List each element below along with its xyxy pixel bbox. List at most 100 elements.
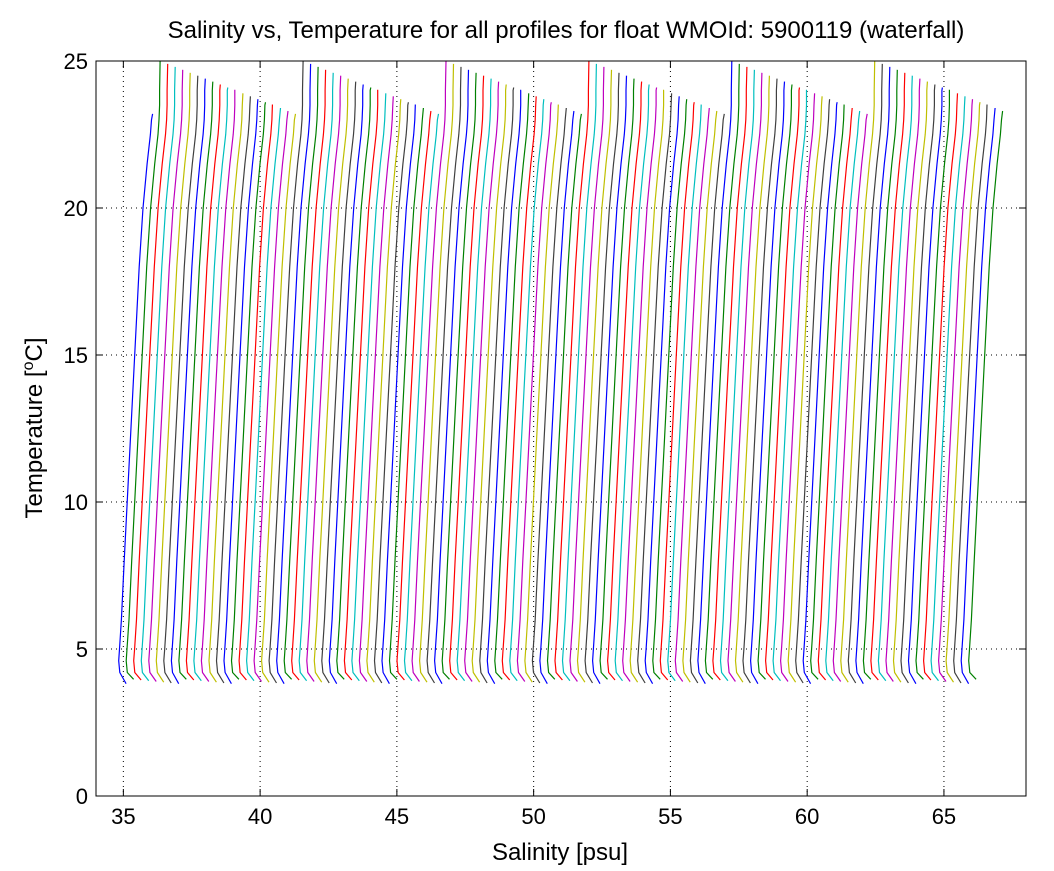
profile-line (464, 81, 500, 682)
profile-line (403, 113, 440, 682)
profile-line (953, 104, 988, 684)
y-tick-label: 10 (64, 490, 88, 515)
profile-line (667, 104, 702, 682)
profile-line (606, 81, 643, 681)
profile-line (313, 78, 349, 683)
profile-line (576, 69, 613, 683)
profile-line (125, 61, 161, 680)
profile-line (591, 75, 628, 684)
profile-line (426, 66, 462, 684)
profile-line (787, 96, 823, 683)
profile-line (223, 99, 259, 684)
profile-line (712, 66, 748, 681)
plot-frame (95, 60, 1027, 797)
y-tick-label: 25 (64, 49, 88, 74)
profile-line (200, 89, 236, 682)
y-tick-label: 15 (64, 343, 88, 368)
profile-line (674, 107, 710, 682)
profile-line (155, 72, 191, 683)
x-tick-label: 55 (658, 804, 682, 829)
y-tick-label: 0 (76, 784, 88, 809)
profile-line (321, 81, 357, 684)
profile-line (358, 96, 394, 682)
profile-line (885, 78, 921, 682)
profile-line (772, 89, 808, 682)
profile-line (960, 107, 996, 684)
profile-line (531, 107, 567, 684)
profile-line (622, 87, 658, 682)
profile-line (554, 61, 590, 681)
profile-line (208, 93, 244, 683)
profile-line (494, 93, 530, 680)
grid-lines (96, 60, 1026, 797)
profile-line (133, 63, 169, 681)
profile-line (351, 93, 387, 682)
profile-line (637, 93, 673, 684)
y-axis-label-main: Temperature [ (21, 370, 48, 518)
profile-line (855, 66, 891, 684)
profile-line (418, 63, 455, 683)
profile-line (689, 113, 725, 684)
profile-line (306, 75, 342, 682)
x-tick-label: 40 (248, 804, 272, 829)
profile-line (449, 75, 485, 681)
x-tick-label: 45 (385, 804, 409, 829)
profile-line (697, 61, 733, 684)
y-axis-label: Temperature [oC] (20, 338, 48, 519)
profile-line (584, 72, 620, 684)
profile-line (118, 113, 154, 684)
profile-line (877, 75, 913, 682)
profile-line (140, 66, 176, 682)
profile-line (802, 102, 838, 684)
axis-ticks: 35 40 45 50 55 60 65 0 5 10 15 20 25 (64, 49, 1026, 829)
profile-line (396, 110, 432, 681)
profile-line (968, 110, 1004, 680)
profile-lines (118, 61, 1004, 684)
profile-line (629, 89, 665, 683)
y-axis-label-end: C] (21, 338, 48, 362)
profile-line (245, 107, 282, 682)
profile-line (366, 99, 402, 683)
profile-line (253, 110, 289, 682)
x-tick-label: 50 (521, 804, 545, 829)
x-axis-label: Salinity [psu] (492, 839, 628, 866)
profile-line (749, 81, 786, 684)
profile-line (388, 107, 424, 680)
profile-line (524, 104, 559, 683)
profile-line (614, 84, 650, 682)
profile-line (441, 72, 477, 680)
profile-line (501, 96, 537, 681)
profile-line (795, 99, 831, 684)
profile-line (170, 78, 206, 684)
profile-line (486, 89, 522, 684)
profile-line (922, 93, 959, 681)
profile-line (644, 96, 680, 684)
y-axis-label-superscript: o (20, 361, 37, 370)
profile-line (757, 84, 793, 680)
profile-line (945, 102, 981, 683)
profile-line (516, 102, 552, 682)
profile-line (230, 102, 267, 680)
profile-line (704, 63, 740, 680)
profile-line (546, 113, 582, 680)
profile-line (900, 84, 936, 684)
profile-line (343, 89, 379, 681)
profile-line (892, 81, 928, 683)
profile-line (734, 75, 770, 683)
profile-line (825, 110, 861, 682)
profile-line (847, 63, 883, 684)
profile-line (373, 102, 409, 684)
profile-line (937, 99, 974, 682)
x-tick-label: 65 (932, 804, 956, 829)
profile-line (764, 87, 801, 681)
profile-line (599, 78, 635, 680)
profile-line (456, 78, 492, 682)
profile-line (193, 87, 229, 682)
profile-line (238, 104, 273, 681)
profile-line (810, 104, 845, 680)
profile-line (471, 84, 507, 683)
profile-line (561, 63, 597, 682)
profile-line (727, 72, 763, 682)
profile-line (433, 69, 470, 684)
